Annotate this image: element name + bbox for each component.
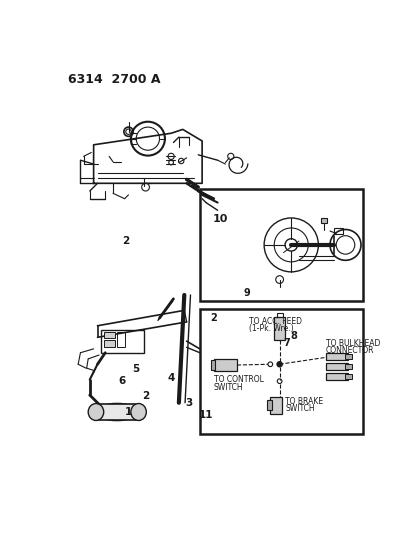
Bar — [334, 228, 343, 234]
Ellipse shape — [88, 403, 104, 421]
Text: TO BRAKE: TO BRAKE — [285, 397, 323, 406]
Bar — [321, 218, 327, 223]
Text: 7: 7 — [283, 338, 290, 348]
Bar — [200, 189, 364, 301]
Text: CONNECTOR: CONNECTOR — [326, 346, 375, 355]
Text: 2: 2 — [122, 236, 129, 246]
Text: SWITCH: SWITCH — [214, 383, 244, 392]
Ellipse shape — [131, 403, 146, 421]
Text: 2: 2 — [211, 313, 217, 323]
Bar — [326, 373, 348, 381]
Bar — [267, 400, 272, 410]
Text: 4: 4 — [167, 373, 175, 383]
Bar — [214, 359, 237, 371]
Text: 2: 2 — [142, 391, 149, 401]
Text: SWITCH: SWITCH — [285, 405, 315, 414]
Text: 5: 5 — [132, 364, 140, 374]
Text: 11: 11 — [199, 410, 213, 420]
Bar — [96, 403, 139, 421]
Bar — [117, 332, 124, 348]
Bar — [346, 354, 352, 359]
Circle shape — [277, 361, 282, 367]
Bar — [200, 309, 364, 433]
Bar — [277, 313, 283, 317]
Text: 9: 9 — [243, 288, 250, 298]
Text: (1-Pk. Wre.): (1-Pk. Wre.) — [248, 325, 293, 333]
Bar — [346, 374, 352, 379]
Text: TO BULKHEAD: TO BULKHEAD — [326, 339, 381, 348]
Bar — [346, 364, 352, 369]
Circle shape — [268, 362, 273, 367]
Text: 3: 3 — [185, 398, 192, 408]
Bar — [104, 332, 115, 338]
Bar — [271, 397, 282, 414]
Text: TO CONTROL: TO CONTROL — [214, 375, 264, 384]
Bar — [326, 363, 348, 370]
Text: 10: 10 — [213, 214, 228, 224]
Bar — [274, 317, 285, 340]
Circle shape — [277, 379, 282, 384]
Bar — [104, 341, 115, 346]
Bar — [326, 353, 348, 360]
Text: 1: 1 — [125, 407, 132, 417]
Bar — [211, 360, 215, 370]
Text: 8: 8 — [290, 330, 297, 341]
Bar — [101, 329, 144, 353]
Text: 6: 6 — [118, 376, 126, 386]
Text: TO ACC. FEED: TO ACC. FEED — [248, 318, 302, 326]
Text: 6314  2700 A: 6314 2700 A — [68, 73, 161, 86]
